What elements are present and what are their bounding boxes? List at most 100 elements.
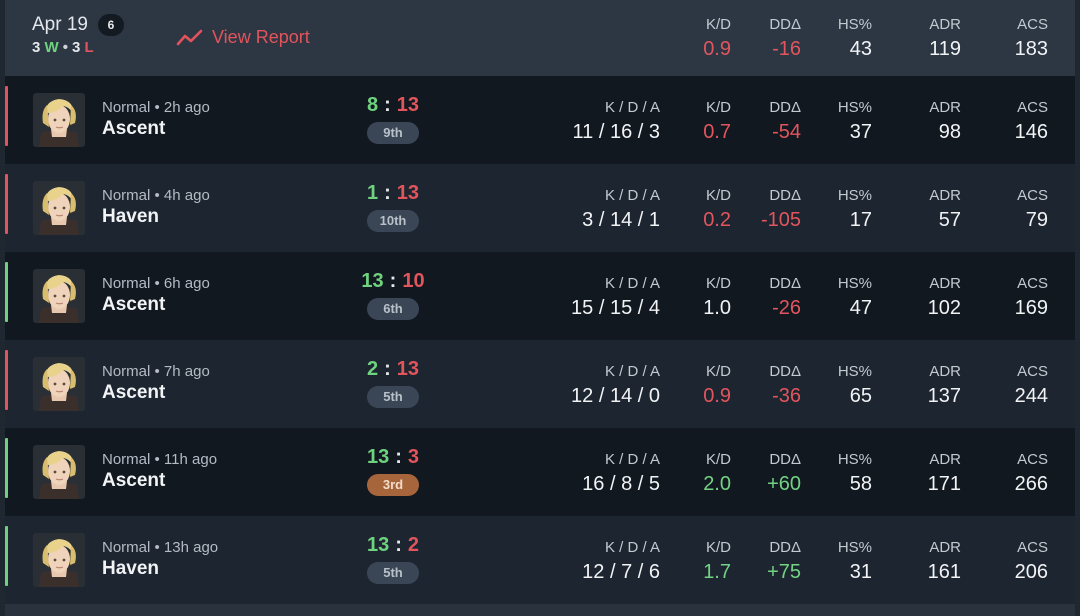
match-mode-time: Normal • 6h ago — [102, 275, 210, 292]
acs-stat: ACS 169 — [988, 275, 1048, 320]
dd-value: +75 — [767, 561, 801, 583]
dd-label: DDΔ — [769, 275, 801, 292]
enemy-score: 2 — [407, 534, 420, 556]
hs-stat: HS% 65 — [822, 363, 872, 408]
summary-dd-value: -16 — [772, 38, 801, 60]
kda-value: 16 / 8 / 5 — [582, 473, 660, 495]
view-report-label: View Report — [212, 26, 310, 47]
kda-label: K / D / A — [604, 539, 660, 556]
match-row[interactable]: Normal • 7h ago Ascent 2:13 5th K / D / … — [5, 340, 1075, 428]
enemy-score: 13 — [396, 182, 420, 204]
kd-label: K/D — [705, 99, 731, 116]
adr-label: ADR — [929, 451, 961, 468]
record-separator: • — [62, 39, 68, 56]
match-mode-time: Normal • 11h ago — [102, 451, 218, 468]
dd-value: -105 — [760, 209, 801, 231]
hs-label: HS% — [837, 363, 872, 380]
dd-label: DDΔ — [769, 363, 801, 380]
trend-line-icon — [176, 29, 203, 46]
summary-adr: ADR 119 — [901, 16, 961, 61]
kda-label: K / D / A — [604, 451, 660, 468]
match-row[interactable]: Normal • 13h ago Haven 13:2 5th K / D / … — [5, 516, 1075, 604]
match-row[interactable]: Normal • 4h ago Haven 1:13 10th K / D / … — [5, 164, 1075, 252]
placement-badge: 10th — [367, 210, 419, 232]
team-score: 2 — [366, 358, 379, 380]
hs-stat: HS% 47 — [822, 275, 872, 320]
score-separator: : — [389, 270, 397, 292]
match-mode-time: Normal • 13h ago — [102, 539, 219, 556]
view-report-button[interactable]: View Report — [176, 25, 310, 49]
enemy-score: 10 — [402, 270, 425, 292]
match-score: 13:3 — [327, 446, 459, 469]
acs-label: ACS — [1017, 451, 1048, 468]
match-mode-time: Normal • 4h ago — [102, 187, 210, 204]
agent-portrait-icon — [33, 93, 85, 147]
hs-value: 37 — [849, 121, 872, 143]
map-name: Ascent — [102, 118, 166, 139]
dd-label: DDΔ — [769, 451, 801, 468]
kd-value: 0.7 — [703, 121, 731, 143]
placement-badge: 5th — [367, 562, 419, 584]
next-day-header-edge — [5, 604, 1075, 616]
placement-badge: 5th — [367, 386, 419, 408]
dd-label: DDΔ — [769, 539, 801, 556]
hs-value: 58 — [849, 473, 872, 495]
losses-letter: L — [84, 39, 94, 56]
summary-kd: K/D 0.9 — [681, 16, 731, 61]
kda-label: K / D / A — [604, 275, 660, 292]
enemy-score: 13 — [396, 358, 420, 380]
summary-date: Apr 19 — [32, 14, 88, 35]
kd-value: 2.0 — [703, 473, 731, 495]
dd-stat: DDΔ +75 — [751, 539, 801, 584]
acs-value: 206 — [1014, 561, 1048, 583]
kd-stat: K/D 1.7 — [681, 539, 731, 584]
dd-label: DDΔ — [769, 99, 801, 116]
adr-stat: ADR 171 — [901, 451, 961, 496]
acs-label: ACS — [1017, 275, 1048, 292]
kda-value: 12 / 14 / 0 — [571, 385, 660, 407]
kda-value: 11 / 16 / 3 — [572, 121, 660, 143]
match-row[interactable]: Normal • 6h ago Ascent 13:10 6th K / D /… — [5, 252, 1075, 340]
kd-stat: K/D 2.0 — [681, 451, 731, 496]
acs-value: 169 — [1014, 297, 1048, 319]
hs-label: HS% — [837, 275, 872, 292]
kda-stat: K / D / A 15 / 15 / 4 — [540, 275, 660, 320]
acs-label: ACS — [1017, 99, 1048, 116]
score-separator: : — [384, 358, 391, 380]
kd-stat: K/D 0.2 — [681, 187, 731, 232]
match-score: 13:10 — [327, 270, 459, 293]
acs-stat: ACS 206 — [988, 539, 1048, 584]
map-name: Haven — [102, 558, 160, 579]
kda-value: 3 / 14 / 1 — [582, 209, 660, 231]
kda-stat: K / D / A 16 / 8 / 5 — [540, 451, 660, 496]
score-separator: : — [395, 534, 402, 556]
score-separator: : — [384, 94, 391, 116]
hs-label: HS% — [837, 539, 872, 556]
hs-value: 31 — [849, 561, 872, 583]
team-score: 13 — [361, 270, 384, 292]
acs-label: ACS — [1017, 539, 1048, 556]
result-indicator — [5, 438, 8, 498]
kda-stat: K / D / A 3 / 14 / 1 — [540, 187, 660, 232]
match-row[interactable]: Normal • 2h ago Ascent 8:13 9th K / D / … — [5, 76, 1075, 164]
summary-acs-value: 183 — [1014, 38, 1048, 60]
adr-stat: ADR 102 — [901, 275, 961, 320]
match-history-panel: Apr 19 6 3 W • 3 L View Report K/D 0.9 DDΔ… — [5, 0, 1075, 616]
kda-stat: K / D / A 12 / 7 / 6 — [540, 539, 660, 584]
match-score: 1:13 — [327, 182, 459, 205]
result-indicator — [5, 262, 8, 322]
kda-label: K / D / A — [604, 187, 660, 204]
adr-value: 161 — [927, 561, 961, 583]
acs-value: 266 — [1014, 473, 1048, 495]
placement-badge: 6th — [367, 298, 419, 320]
result-indicator — [5, 526, 8, 586]
match-row[interactable]: Normal • 11h ago Ascent 13:3 3rd K / D /… — [5, 428, 1075, 516]
hs-value: 65 — [849, 385, 872, 407]
adr-label: ADR — [929, 275, 961, 292]
summary-adr-label: ADR — [929, 16, 961, 33]
kda-stat: K / D / A 11 / 16 / 3 — [540, 99, 660, 144]
result-indicator — [5, 350, 8, 410]
enemy-score: 3 — [407, 446, 420, 468]
acs-value: 79 — [1025, 209, 1048, 231]
adr-stat: ADR 57 — [901, 187, 961, 232]
